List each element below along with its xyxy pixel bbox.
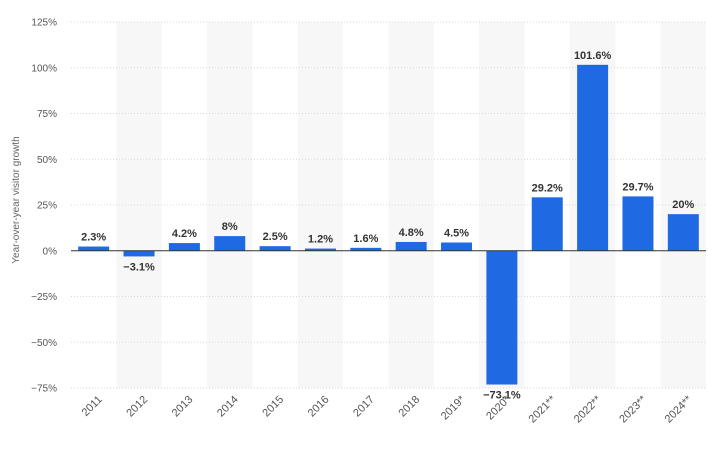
data-label: 1.6% [353,233,378,245]
y-tick-label: 0% [43,246,58,257]
y-tick-label: −25% [31,292,57,303]
x-tick-label: 2018 [397,394,423,420]
x-tick-label: 2011 [80,394,105,419]
y-tick-label: −75% [31,384,57,395]
y-axis-label: Year-over-year visitor growth [11,136,22,263]
data-label: 4.5% [444,228,469,240]
gridlines [71,21,706,389]
y-axis-ticks: 125% 100% 75% 50% 25% 0% −25% −50% −75% [31,18,57,395]
y-tick-label: 75% [37,109,57,120]
bar [78,246,110,251]
column-band [116,22,162,388]
data-label: 20% [672,199,694,211]
bar [214,236,246,251]
y-tick-label: 100% [31,63,57,74]
bar [123,250,155,257]
data-label: −73.1% [483,390,521,402]
data-label: 1.2% [308,234,333,246]
x-tick-label: 2019* [439,393,468,422]
data-label: 29.7% [622,181,653,193]
y-tick-label: 50% [37,155,57,166]
x-tick-label: 2015 [260,394,286,420]
bar [259,246,291,251]
bar [667,214,699,251]
data-label: 101.6% [574,50,612,62]
x-tick-label: 2013 [170,394,196,420]
y-tick-label: 25% [37,201,57,212]
x-axis-ticks: 2011 2012 2013 2014 2015 2016 2017 2018 2019* 202… [80,393,695,425]
bar [168,243,200,251]
x-tick-label: 2017 [351,394,377,420]
bars [78,64,699,385]
bar [304,248,336,251]
bar [486,250,518,385]
data-label: 29.2% [532,182,563,194]
bar [577,64,609,251]
data-label: 2.3% [81,232,106,244]
data-labels: 2.3% −3.1% 4.2% 8% 2.5% 1.2% 1.6% 4.8% 4.5% −73.1… [81,50,694,402]
bar [350,247,382,251]
bar [622,196,654,251]
bar [441,242,473,251]
bar [395,241,427,251]
x-tick-label: 2014 [215,394,241,420]
x-tick-label: 2023** [617,393,649,425]
x-tick-label: 2012 [124,394,150,420]
bar [531,197,563,251]
x-tick-label: 2024** [663,393,695,425]
y-tick-label: 125% [31,18,57,29]
data-label: −3.1% [123,261,155,273]
x-tick-label: 2022** [572,393,604,425]
x-tick-label: 2016 [306,394,332,420]
column-band [388,22,434,388]
data-label: 2.5% [263,231,288,243]
data-label: 4.8% [399,227,424,239]
data-label: 8% [222,221,238,233]
y-tick-label: −50% [31,338,57,349]
x-tick-label: 2021** [527,393,559,425]
column-band [207,22,253,388]
data-label: 4.2% [172,228,197,240]
